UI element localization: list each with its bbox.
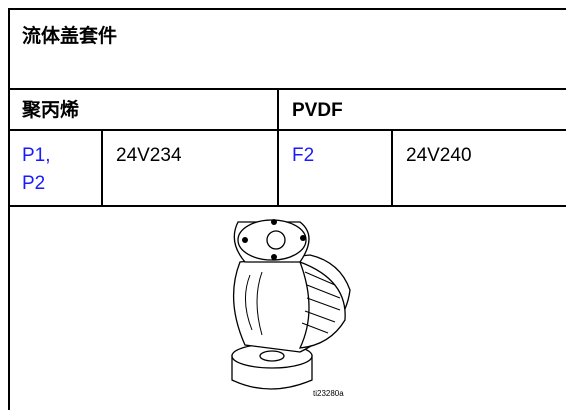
column-header: PVDF <box>292 100 343 121</box>
part-ref: F2 <box>292 145 314 166</box>
section-title: 流体盖套件 <box>22 24 117 47</box>
table-grid <box>8 8 566 410</box>
part-ref: P1, <box>22 145 51 166</box>
column-header: 聚丙烯 <box>21 98 79 121</box>
pump-cover-illustration <box>231 219 351 390</box>
figure-caption: ti23280a <box>313 389 344 398</box>
part-number: 24V240 <box>406 145 472 166</box>
part-ref: P2 <box>22 173 45 194</box>
part-number: 24V234 <box>116 145 182 166</box>
